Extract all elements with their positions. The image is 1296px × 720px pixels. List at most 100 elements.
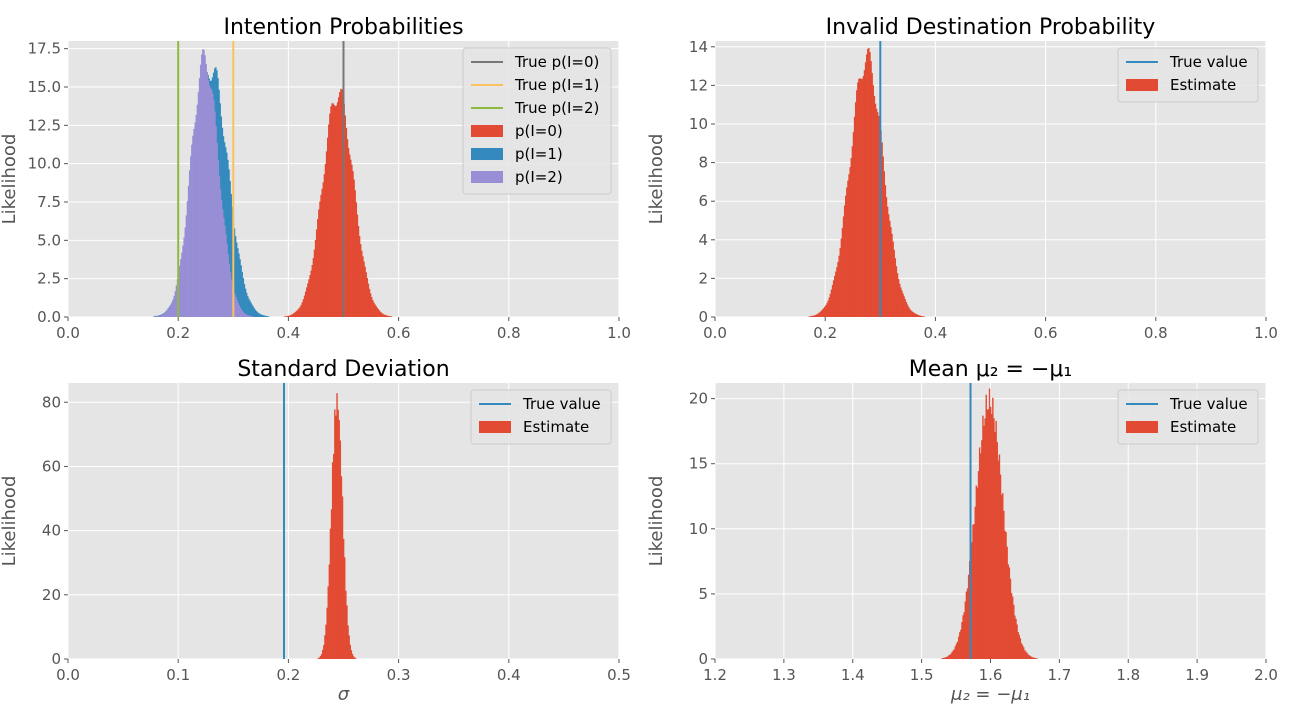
histogram-bar	[199, 64, 202, 317]
histogram-bar	[835, 271, 837, 317]
histogram-bar	[161, 314, 163, 317]
histogram-bar	[816, 314, 818, 317]
histogram-bar	[329, 528, 332, 659]
x-tick-label: 1.2	[703, 666, 727, 684]
histogram-bar	[818, 312, 820, 317]
histogram-bar	[953, 649, 955, 659]
histogram-bar	[945, 656, 948, 659]
histogram-bar	[900, 287, 902, 317]
histogram-bar	[840, 238, 843, 317]
histogram-bar	[387, 315, 389, 317]
histogram-bar	[242, 312, 245, 317]
histogram-bar	[217, 159, 219, 317]
histogram-bar	[348, 635, 350, 659]
histogram-bar	[163, 313, 166, 317]
histogram-bar	[1026, 652, 1028, 659]
histogram-bar	[1019, 638, 1022, 659]
histogram-bar	[884, 185, 887, 317]
histogram-bar	[309, 275, 311, 317]
histogram-bar	[242, 278, 245, 317]
histogram-bar	[941, 658, 943, 659]
histogram-bar	[344, 557, 346, 659]
histogram-bar	[904, 299, 906, 317]
histogram-bar	[319, 655, 322, 659]
histogram-bar	[980, 453, 982, 659]
histogram-bar	[965, 591, 968, 659]
histogram-bar	[913, 312, 915, 317]
y-tick-label: 20	[42, 586, 61, 604]
histogram-bar	[997, 460, 1000, 659]
histogram-bar	[323, 645, 325, 659]
histogram-bar	[1005, 532, 1007, 659]
histogram-bar	[166, 309, 169, 317]
x-tick-label: 0.2	[276, 666, 300, 684]
histogram-bar	[182, 245, 184, 317]
histogram-bar	[171, 302, 173, 317]
histogram-bar	[910, 309, 912, 317]
legend-label: p(I=0)	[515, 122, 563, 140]
histogram-bar	[285, 316, 287, 317]
histogram-bar	[238, 305, 240, 317]
histogram-bar	[386, 315, 388, 317]
histogram-bar	[983, 425, 985, 659]
histogram-bar	[337, 409, 339, 659]
x-tick-label: 0.2	[166, 324, 190, 342]
histogram-bar	[373, 302, 375, 317]
subplot-2: 0.0 0.2 0.4 0.6 0.8 1.0 0 2 4 6 8 10 12 14 Invalid Des…	[646, 15, 1278, 342]
histogram-bar	[989, 406, 992, 659]
histogram-bar	[198, 78, 201, 317]
histogram-bar	[896, 273, 899, 317]
histogram-bar	[192, 135, 194, 317]
histogram-bar	[1031, 657, 1034, 659]
histogram-bar	[220, 200, 223, 317]
histogram-bar	[828, 297, 830, 317]
histogram-bar	[328, 124, 330, 317]
histogram-bar	[1023, 647, 1025, 659]
histogram-bar	[1035, 658, 1037, 659]
histogram-bar	[371, 297, 373, 317]
histogram-bar	[895, 266, 898, 317]
histogram-bar	[817, 313, 819, 317]
histogram-bar	[283, 316, 286, 317]
histogram-bar	[341, 496, 344, 659]
histogram-bar	[249, 300, 251, 317]
chart-title: Invalid Destination Probability	[826, 15, 1156, 40]
histogram-bar	[857, 82, 859, 317]
histogram-bar	[333, 105, 335, 317]
histogram-bar	[907, 306, 910, 317]
histogram-bar	[227, 159, 229, 317]
histogram-bar	[165, 311, 168, 317]
histogram-bar	[351, 164, 353, 317]
histogram-bar	[1009, 578, 1012, 659]
histogram-bar	[187, 185, 190, 317]
histogram-bar	[976, 487, 979, 659]
histogram-bar	[810, 315, 813, 317]
histogram-bar	[1018, 634, 1021, 659]
histogram-bar	[861, 78, 863, 317]
histogram-bar	[1030, 656, 1033, 659]
histogram-bar	[341, 89, 343, 317]
histogram-bar	[813, 315, 815, 317]
x-tick-label: 1.6	[979, 666, 1003, 684]
histogram-bar	[916, 314, 919, 317]
histogram-bar	[354, 190, 356, 317]
histogram-bar	[237, 248, 239, 317]
histogram-bar	[366, 278, 369, 317]
histogram-bar	[334, 409, 336, 659]
histogram-bar	[317, 219, 319, 317]
histogram-bar	[253, 308, 256, 317]
histogram-bar	[957, 636, 960, 659]
y-tick-label: 0	[698, 650, 708, 668]
histogram-bar	[819, 311, 822, 317]
y-tick-label: 5.0	[37, 231, 61, 249]
y-tick-label: 60	[42, 457, 61, 475]
histogram-bar	[864, 62, 867, 317]
x-tick-label: 0.3	[387, 666, 411, 684]
histogram-bar	[311, 265, 313, 317]
histogram-bar	[822, 308, 825, 317]
histogram-bar	[304, 291, 307, 317]
histogram-bar	[838, 255, 840, 317]
subplot-1: 0.0 0.2 0.4 0.6 0.8 1.0 0.0 2.5 5.0 7.5 10.0 12.5 15…	[0, 15, 631, 342]
histogram-bar	[335, 415, 337, 659]
histogram-bar	[335, 105, 338, 317]
